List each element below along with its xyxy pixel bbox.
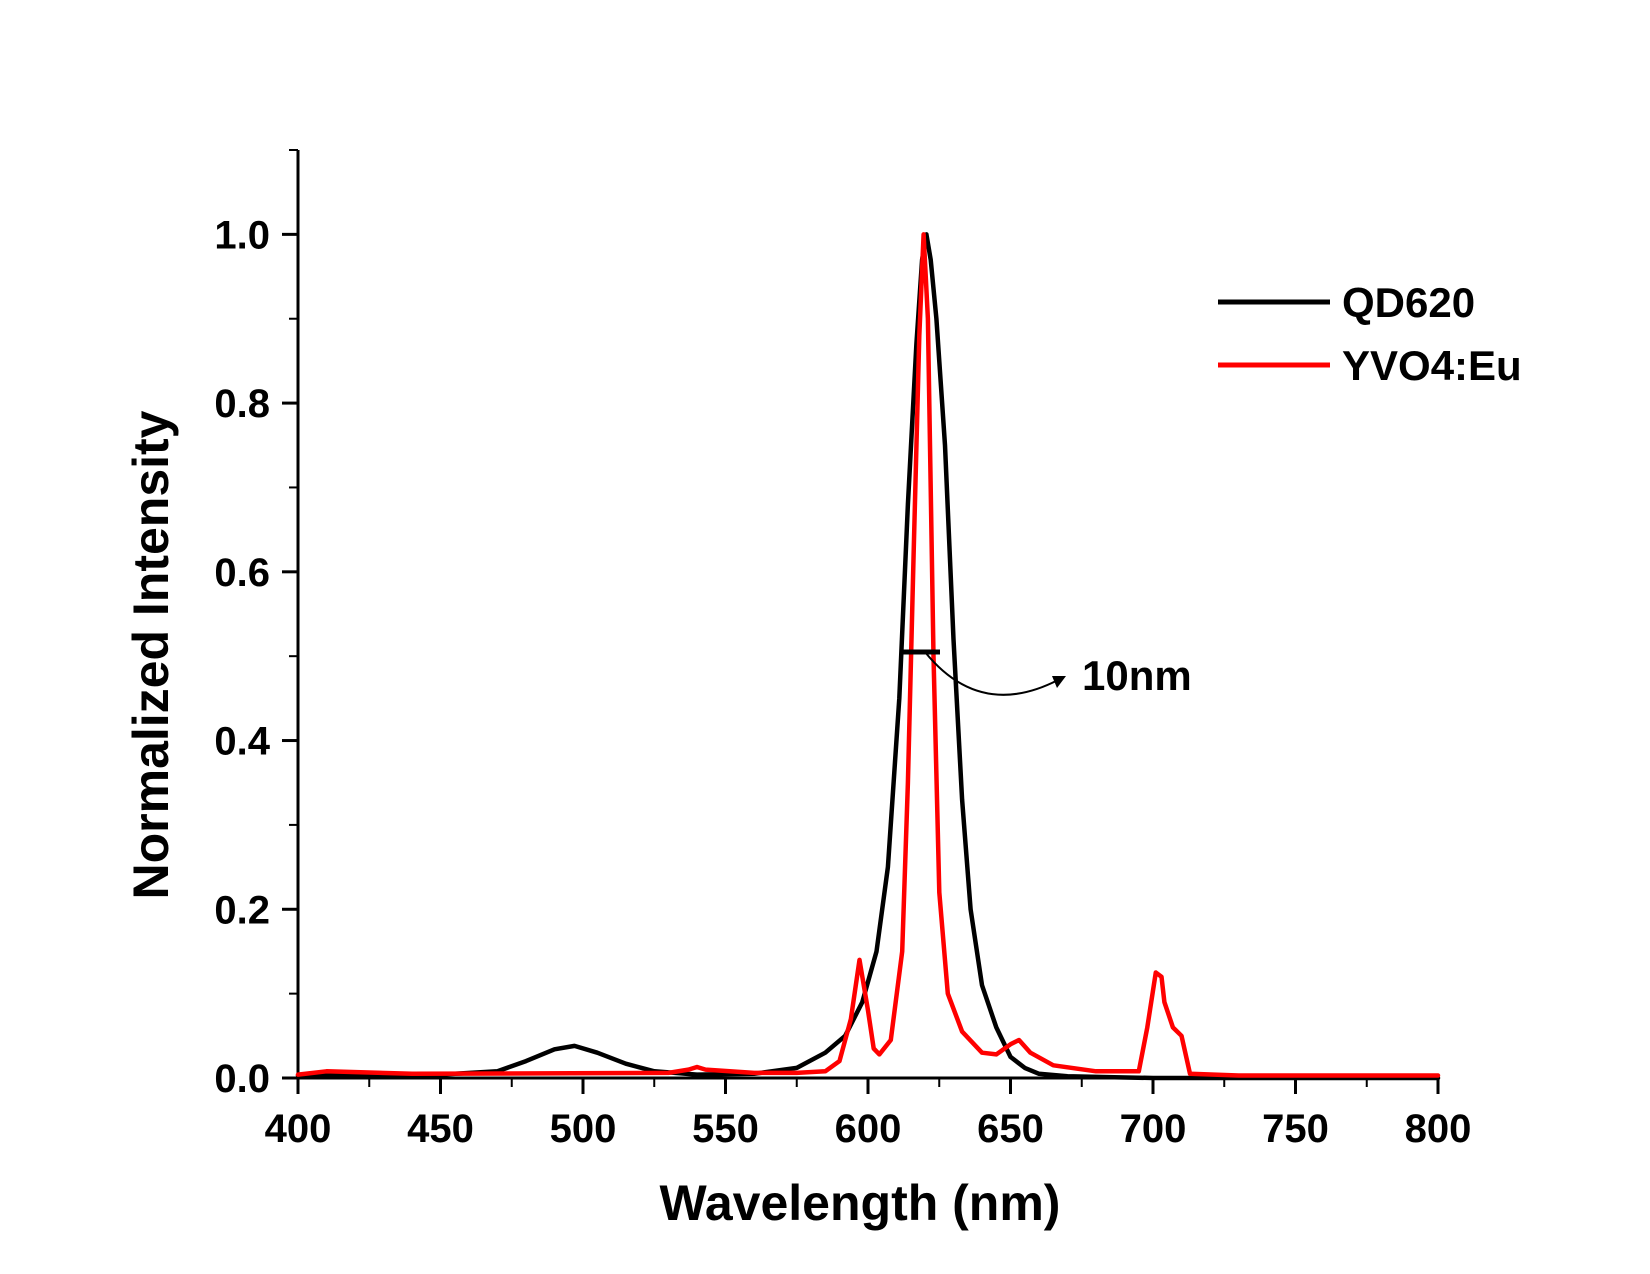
x-ticks: 400 450 500 550 600 650 700 750 800	[265, 1078, 1472, 1151]
x-tick-label: 400	[265, 1107, 332, 1151]
series-layer	[295, 232, 1441, 1081]
y-tick-label: 0.2	[214, 888, 270, 932]
annotation-10nm: 10nm	[903, 649, 1192, 699]
annotation-arrow	[924, 651, 1059, 696]
x-tick-label: 600	[835, 1107, 902, 1151]
annotation-label: 10nm	[1082, 652, 1192, 699]
x-tick-label: 650	[977, 1107, 1044, 1151]
x-tick-label: 700	[1120, 1107, 1187, 1151]
y-ticks: 0.0 0.2 0.4 0.6 0.8 1.0	[214, 149, 298, 1101]
x-tick-label: 800	[1405, 1107, 1472, 1151]
y-tick-label: 1.0	[214, 213, 270, 257]
legend-label: YVO4:Eu	[1342, 342, 1522, 389]
x-tick-label: 550	[692, 1107, 759, 1151]
arrowhead-icon	[1052, 676, 1066, 688]
legend: QD620 YVO4:Eu	[1218, 279, 1522, 389]
axes	[296, 150, 1438, 1080]
y-tick-label: 0.6	[214, 551, 270, 595]
x-tick-label: 450	[407, 1107, 474, 1151]
y-tick-label: 0.4	[214, 720, 270, 764]
legend-label: QD620	[1342, 279, 1475, 326]
x-tick-label: 500	[550, 1107, 617, 1151]
y-tick-label: 0.0	[214, 1057, 270, 1101]
y-axis-title: Normalized Intensity	[123, 410, 179, 899]
x-axis-title: Wavelength (nm)	[660, 1175, 1061, 1231]
y-tick-label: 0.8	[214, 382, 270, 426]
series-line-yvo4-eu	[295, 232, 1441, 1078]
x-tick-label: 750	[1262, 1107, 1329, 1151]
series-line-qd620	[295, 232, 1441, 1081]
